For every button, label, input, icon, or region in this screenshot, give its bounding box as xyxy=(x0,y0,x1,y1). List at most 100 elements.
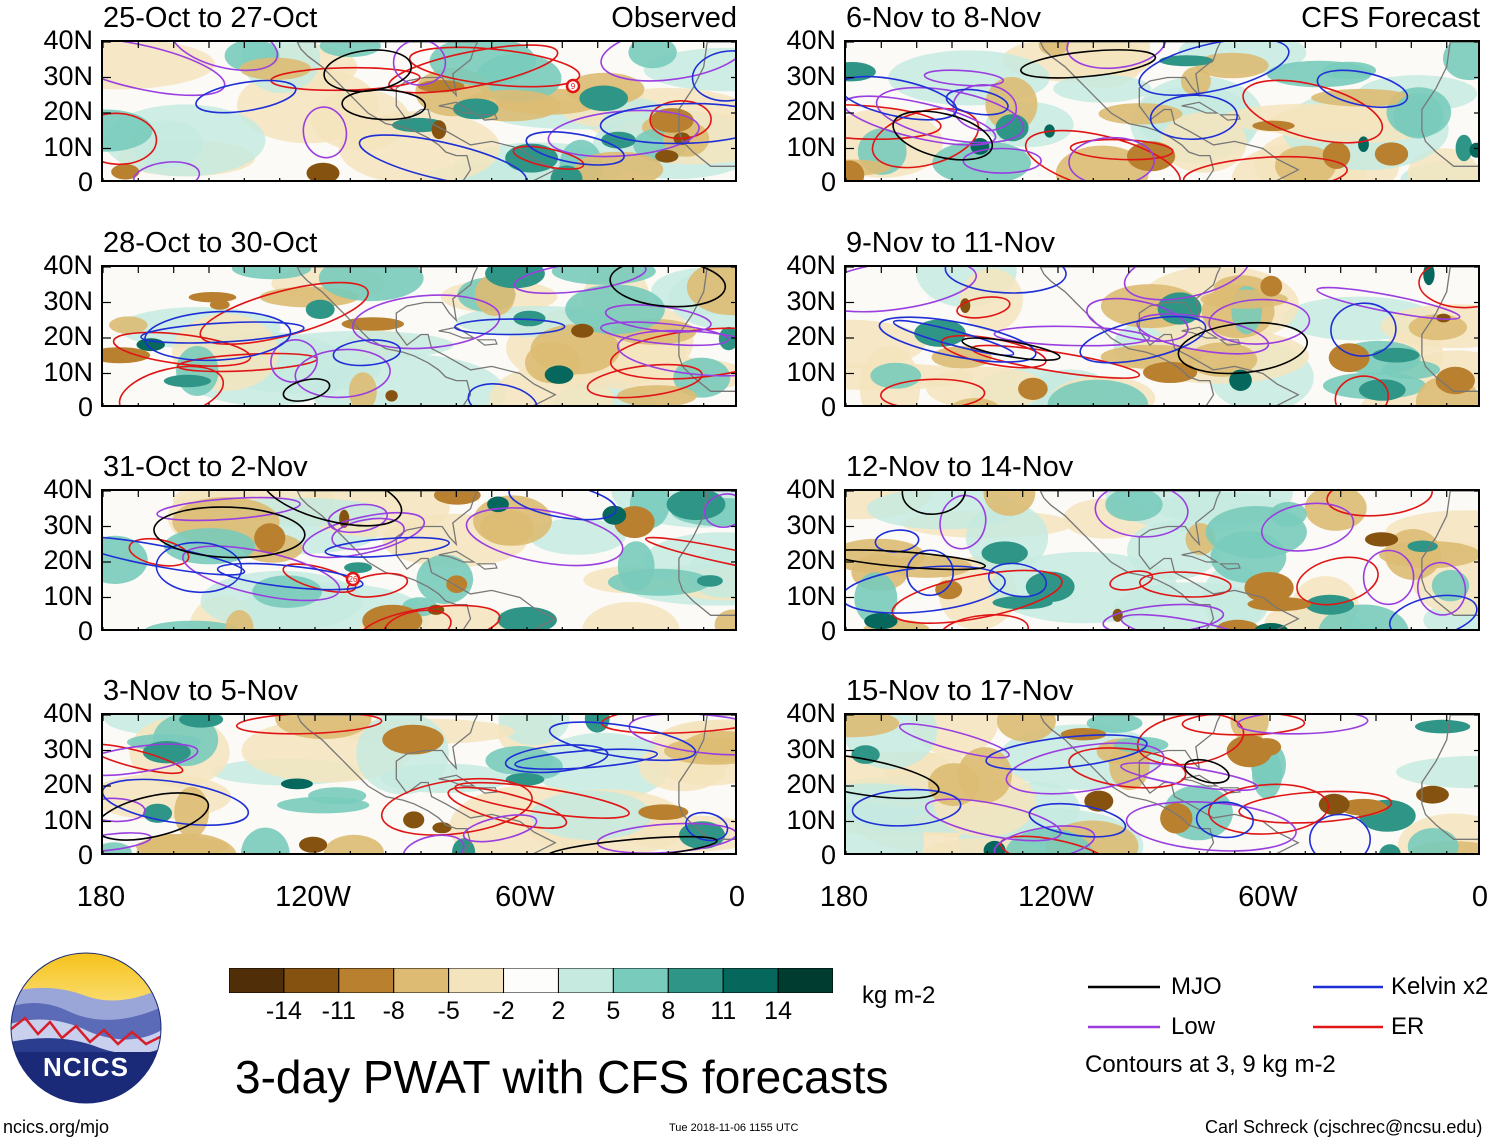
mjo-contour xyxy=(846,549,987,571)
pwat-anomaly-core xyxy=(1374,142,1409,166)
footer-author: Carl Schreck (cjschrec@ncsu.edu) xyxy=(1205,1117,1483,1137)
lat-tick-label: 10N xyxy=(786,804,836,835)
er-contour xyxy=(118,365,225,405)
main-title: 3-day PWAT with CFS forecasts xyxy=(235,1051,889,1103)
kelvin-contour xyxy=(332,339,401,367)
lat-tick-label: 40N xyxy=(43,250,93,280)
coastline-africa xyxy=(678,42,735,167)
pwat-anomaly-core xyxy=(254,523,286,553)
er-contour xyxy=(644,536,735,578)
pwat-anomaly-core xyxy=(1160,802,1193,834)
pwat-anomaly-core xyxy=(305,299,335,319)
low-contour xyxy=(616,329,735,377)
pwat-map xyxy=(101,265,737,407)
low-contour xyxy=(302,106,348,159)
er-contour xyxy=(1182,155,1348,180)
coastline-africa xyxy=(678,715,735,840)
mjo-contour xyxy=(901,491,967,515)
storm-marker-label: 26 xyxy=(349,575,358,584)
pwat-anomaly-blob xyxy=(1304,491,1367,531)
er-contour xyxy=(871,107,980,169)
storm-marker: 26 xyxy=(345,571,361,587)
colorbar-swatches xyxy=(228,967,834,994)
colorbar-tick-label: -5 xyxy=(437,997,460,1025)
pwat-anomaly-core xyxy=(1415,719,1471,734)
pwat-anomaly-peak xyxy=(1416,785,1449,804)
er-contour xyxy=(940,614,1030,629)
kelvin-contour xyxy=(985,734,1148,771)
pwat-anomaly-core xyxy=(1328,343,1370,373)
pwat-anomaly-peak xyxy=(1112,608,1123,622)
mjo-contour xyxy=(1177,321,1309,375)
colorbar-tick-label: -11 xyxy=(321,997,356,1025)
storm-marker-label: 9 xyxy=(571,82,576,91)
er-contour xyxy=(880,378,986,405)
pwat-anomaly-core xyxy=(362,604,423,629)
lon-tick-label: 120W xyxy=(1018,881,1094,913)
pwat-anomaly-core xyxy=(188,292,237,303)
pwat-anomaly-core xyxy=(513,310,546,327)
coastline-americas xyxy=(1039,491,1300,629)
pwat-anomaly-core xyxy=(1339,798,1388,816)
low-contour xyxy=(1120,762,1259,792)
footer-url[interactable]: ncics.org/mjo xyxy=(3,1117,110,1137)
coastline-africa xyxy=(1421,715,1478,840)
pwat-anomaly-blob xyxy=(225,610,254,629)
er-contour xyxy=(1109,570,1154,591)
low-contour xyxy=(962,147,1042,174)
pwat-anomaly-blob xyxy=(1311,88,1413,107)
logo-text: NCICS xyxy=(43,1052,129,1082)
lon-tick-label: 60W xyxy=(495,881,555,913)
pwat-anomaly-peak xyxy=(299,836,328,853)
mjo-contour xyxy=(153,506,306,559)
coastline-americas xyxy=(296,42,557,180)
lat-tick-label: 10N xyxy=(43,131,93,162)
map-field xyxy=(846,491,1478,629)
lat-tick-label: 20N xyxy=(786,545,836,575)
colorbar-swatch xyxy=(503,967,559,994)
er-contour xyxy=(346,572,409,598)
low-contour xyxy=(1136,313,1270,355)
low-contour xyxy=(993,325,1151,347)
kelvin-contour xyxy=(691,50,735,102)
pwat-anomaly-blob xyxy=(1205,506,1307,559)
er-contour xyxy=(1296,556,1379,606)
pwat-anomaly-peak xyxy=(1084,790,1114,812)
er-contour xyxy=(512,145,585,170)
legend-label-low: Low xyxy=(1171,1013,1216,1040)
coastline-hispaniola xyxy=(1218,563,1241,570)
kelvin-contour xyxy=(685,811,729,842)
legend-label-mjo: MJO xyxy=(1171,973,1222,1000)
colorbar-tick-label: -2 xyxy=(492,997,515,1025)
lat-tick-label: 20N xyxy=(43,96,93,126)
low-contour xyxy=(133,161,201,180)
kelvin-contour xyxy=(216,562,364,591)
lat-tick-label: 40N xyxy=(43,698,93,728)
legend-label-er: ER xyxy=(1391,1013,1425,1040)
pwat-anomaly-core xyxy=(914,319,966,347)
mjo-contour xyxy=(103,792,210,841)
pwat-anomaly-blob xyxy=(1098,103,1183,125)
panel-title: 6-Nov to 8-Nov xyxy=(846,2,1042,34)
low-contour xyxy=(1086,297,1189,343)
pwat-map xyxy=(844,40,1480,182)
low-contour xyxy=(1102,603,1225,629)
pwat-anomaly-core xyxy=(485,267,545,289)
coastline-cuba xyxy=(438,550,477,563)
coastline-hispaniola xyxy=(1218,787,1241,794)
panel-title: 25-Oct to 27-Oct xyxy=(103,2,318,34)
low-contour xyxy=(1260,502,1355,552)
coastline-americas xyxy=(296,491,557,629)
lat-tick-label: 20N xyxy=(43,769,93,799)
pwat-anomaly-peak xyxy=(1229,369,1252,391)
pwat-anomaly-blob xyxy=(846,538,926,574)
er-contour xyxy=(235,715,383,735)
coastline-cuba xyxy=(438,326,477,339)
panel-title: 9-Nov to 11-Nov xyxy=(846,227,1055,259)
pwat-anomaly-core xyxy=(1260,275,1283,297)
pwat-anomaly-core xyxy=(1435,366,1475,395)
lat-tick-label: 0 xyxy=(77,840,93,870)
pwat-anomaly-core xyxy=(579,85,628,112)
pwat-anomaly-blob xyxy=(103,109,153,152)
colorbar xyxy=(228,967,834,994)
